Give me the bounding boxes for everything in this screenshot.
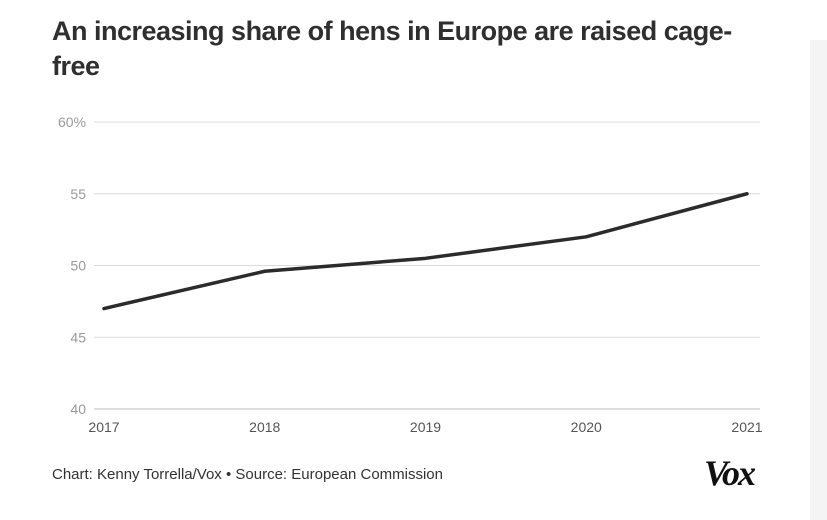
y-tick-label: 60% (58, 114, 86, 130)
x-tick-label: 2020 (571, 419, 602, 435)
x-tick-label: 2017 (88, 419, 119, 435)
vox-logo: Vox (704, 453, 756, 493)
x-tick-label: 2018 (249, 419, 280, 435)
y-tick-label: 55 (70, 186, 86, 202)
y-tick-label: 40 (70, 401, 86, 417)
chart-title: An increasing share of hens in Europe ar… (52, 16, 732, 81)
series-line-0 (102, 192, 749, 311)
source-credit: Chart: Kenny Torrella/Vox • Source: Euro… (52, 466, 443, 483)
y-tick-label: 45 (70, 329, 86, 345)
x-tick-label: 2019 (410, 419, 441, 435)
x-tick-label: 2021 (731, 419, 762, 435)
scrollbar-track (810, 40, 827, 520)
y-tick-label: 50 (70, 258, 86, 274)
